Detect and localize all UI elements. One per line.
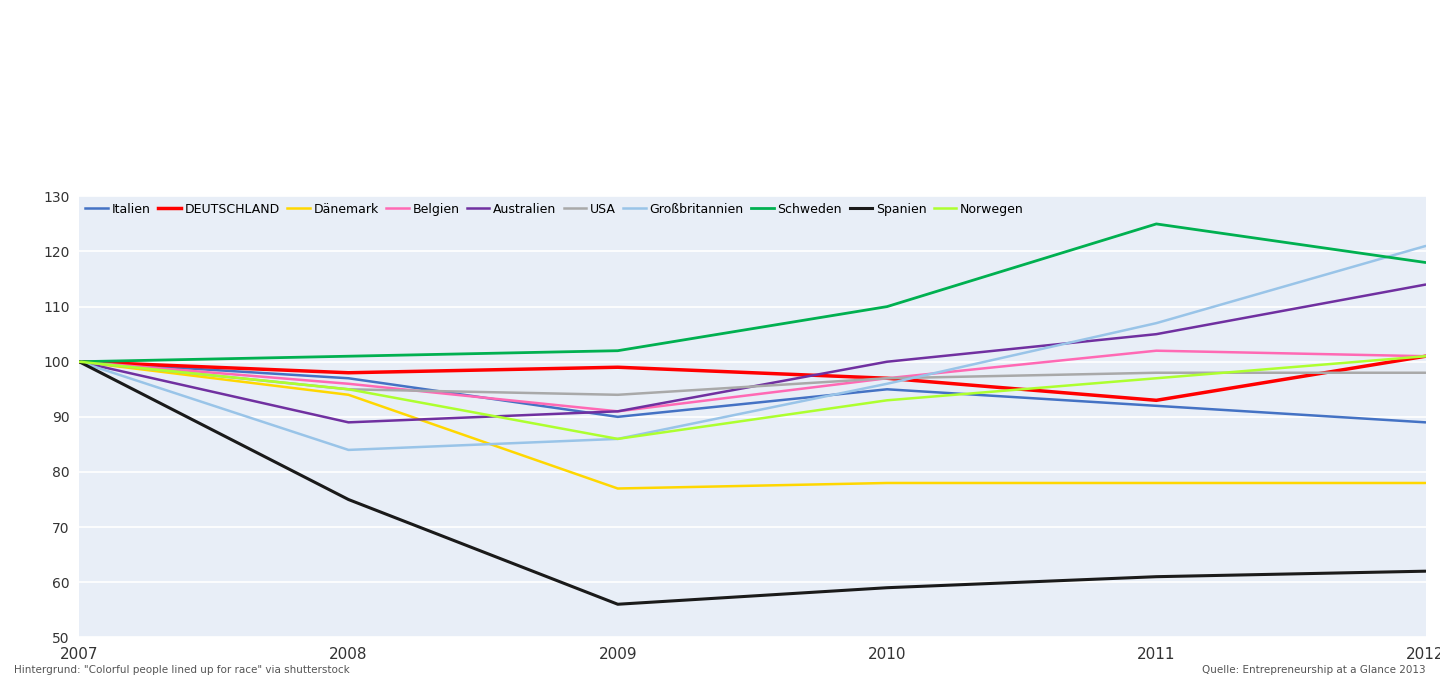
- Spanien: [340, 495, 357, 504]
- Line: Australien: Australien: [79, 285, 1426, 422]
- Line: USA: USA: [79, 362, 1426, 395]
- Italien: [1417, 418, 1434, 426]
- Spanien: [609, 600, 626, 608]
- Norwegen: [878, 396, 896, 404]
- Großbritannien: [1417, 242, 1434, 250]
- Norwegen: [609, 435, 626, 443]
- Norwegen: [71, 358, 88, 366]
- USA: [878, 374, 896, 382]
- Belgien: [878, 374, 896, 382]
- Text: Quelle: Entrepreneurship at a Glance 2013: Quelle: Entrepreneurship at a Glance 201…: [1202, 665, 1426, 675]
- Spanien: [71, 358, 88, 366]
- Spanien: [1148, 573, 1165, 581]
- Line: Norwegen: Norwegen: [79, 356, 1426, 439]
- Text: Hintergrund: "Colorful people lined up for race" via shutterstock: Hintergrund: "Colorful people lined up f…: [14, 665, 350, 675]
- Australien: [878, 358, 896, 366]
- Dänemark: [71, 358, 88, 366]
- Dänemark: [1417, 479, 1434, 487]
- Belgien: [71, 358, 88, 366]
- Line: Italien: Italien: [79, 362, 1426, 422]
- Line: Großbritannien: Großbritannien: [79, 246, 1426, 450]
- Australien: [340, 418, 357, 426]
- Großbritannien: [71, 358, 88, 366]
- Belgien: [1417, 352, 1434, 360]
- Schweden: [1417, 258, 1434, 267]
- Italien: [340, 374, 357, 382]
- Belgien: [1148, 347, 1165, 355]
- Australien: [1148, 330, 1165, 338]
- Großbritannien: [1148, 319, 1165, 327]
- Line: Belgien: Belgien: [79, 351, 1426, 411]
- Italien: [878, 385, 896, 393]
- Australien: [71, 358, 88, 366]
- Spanien: [878, 584, 896, 592]
- Text: Unternehmensgründungen: Unternehmensgründungen: [69, 39, 788, 85]
- DEUTSCHLAND: [878, 374, 896, 382]
- Norwegen: [1148, 374, 1165, 382]
- Großbritannien: [609, 435, 626, 443]
- USA: [1148, 369, 1165, 377]
- Dänemark: [1148, 479, 1165, 487]
- Belgien: [609, 407, 626, 415]
- Schweden: [340, 352, 357, 360]
- Text: Trend für ausgewählte OECD-Länder von 2007 bis 2012, 2007=100: Trend für ausgewählte OECD-Länder von 20…: [69, 119, 629, 137]
- Line: DEUTSCHLAND: DEUTSCHLAND: [79, 356, 1426, 400]
- Dänemark: [609, 484, 626, 493]
- Norwegen: [1417, 352, 1434, 360]
- Australien: [609, 407, 626, 415]
- Großbritannien: [340, 446, 357, 454]
- USA: [609, 391, 626, 399]
- Italien: [609, 413, 626, 421]
- Schweden: [609, 347, 626, 355]
- Schweden: [1148, 220, 1165, 228]
- Line: Spanien: Spanien: [79, 362, 1426, 604]
- USA: [340, 385, 357, 393]
- Legend: Italien, DEUTSCHLAND, Dänemark, Belgien, Australien, USA, Großbritannien, Schwed: Italien, DEUTSCHLAND, Dänemark, Belgien,…: [85, 203, 1024, 216]
- Australien: [1417, 280, 1434, 289]
- DEUTSCHLAND: [609, 363, 626, 371]
- USA: [71, 358, 88, 366]
- Line: Dänemark: Dänemark: [79, 362, 1426, 489]
- Dänemark: [878, 479, 896, 487]
- USA: [1417, 369, 1434, 377]
- Belgien: [340, 380, 357, 388]
- DEUTSCHLAND: [340, 369, 357, 377]
- DEUTSCHLAND: [1148, 396, 1165, 404]
- Line: Schweden: Schweden: [79, 224, 1426, 362]
- Norwegen: [340, 385, 357, 393]
- Italien: [1148, 402, 1165, 410]
- Spanien: [1417, 567, 1434, 575]
- Dänemark: [340, 391, 357, 399]
- Italien: [71, 358, 88, 366]
- Großbritannien: [878, 380, 896, 388]
- Schweden: [878, 302, 896, 311]
- DEUTSCHLAND: [71, 358, 88, 366]
- Schweden: [71, 358, 88, 366]
- DEUTSCHLAND: [1417, 352, 1434, 360]
